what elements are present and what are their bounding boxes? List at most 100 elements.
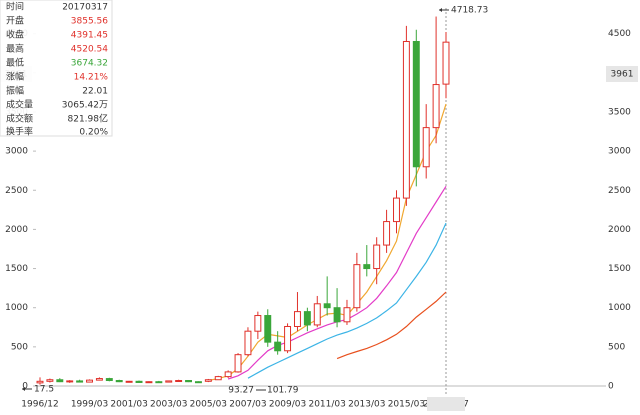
candle-body (214, 376, 222, 381)
x-tick-label: 1996/12 (21, 400, 58, 410)
tooltip-value: 3855.56 (71, 17, 108, 27)
x-tick-label: 2015/03 (388, 400, 425, 410)
y-tick-label-right: 2500 (608, 186, 631, 196)
cursor-label-right: 3961 (611, 70, 634, 80)
tooltip-value: 0.20% (79, 128, 108, 138)
candle-body (333, 307, 341, 323)
tooltip-value: 821.98亿 (68, 113, 109, 125)
candle-body (234, 354, 242, 373)
candle-body (46, 379, 54, 382)
tooltip-label: 收盘 (6, 29, 24, 41)
candle-body (244, 330, 252, 356)
y-tick-label-right: 4500 (608, 29, 631, 39)
y-tick-label: 2000 (5, 225, 28, 235)
candle-body (284, 325, 292, 352)
y-tick-label: 0 (22, 382, 28, 392)
candle-body (432, 84, 440, 129)
low-label: 101.79 (267, 386, 299, 396)
candle-body (353, 264, 361, 309)
tooltip-box (0, 0, 113, 137)
candle-body (204, 379, 212, 382)
candle-body (86, 379, 93, 383)
x-tick-label: 2001/03 (110, 400, 147, 410)
candle-body (323, 303, 331, 309)
candle-body (274, 341, 282, 352)
moving-average-line (336, 291, 447, 360)
candle-body (36, 380, 44, 384)
x-tick-label: 2007/03 (229, 400, 266, 410)
y-tick-label: 2500 (5, 186, 28, 196)
candle-body (412, 40, 420, 168)
candle-body (293, 311, 301, 327)
y-tick-label: 500 (11, 342, 28, 352)
candle-body (313, 303, 321, 326)
y-tick-label: 3000 (5, 147, 28, 157)
tooltip-label: 最高 (6, 43, 24, 55)
tooltip-label: 涨幅 (6, 71, 24, 83)
y-tick-label-right: 1500 (608, 264, 631, 274)
max-label: 4718.73 (451, 6, 488, 16)
candle-body (95, 378, 103, 381)
candle-body (105, 378, 113, 382)
tooltip-label: 成交量 (6, 99, 33, 111)
candle-body (56, 379, 64, 383)
x-tick-label: 2009/03 (269, 400, 306, 410)
y-tick-label-right: 500 (608, 342, 625, 352)
y-tick-label: 1000 (5, 303, 28, 313)
y-tick-label-right: 0 (608, 382, 614, 392)
candle-body (125, 380, 133, 383)
moving-average-line (227, 185, 447, 380)
x-tick-label: 2011/03 (308, 400, 345, 410)
candle-body (393, 197, 400, 223)
candle-body (442, 41, 450, 85)
candle-body (155, 381, 163, 384)
tooltip-label: 成交额 (6, 113, 33, 125)
candle-body (402, 40, 410, 199)
cursor-date-badge (427, 397, 465, 411)
candle-body (373, 244, 381, 270)
tooltip-value: 20170317 (62, 3, 108, 13)
y-tick-label-right: 2000 (608, 225, 631, 235)
cursor-badge-right (606, 66, 638, 82)
tooltip-label: 最低 (6, 57, 24, 69)
x-tick-label: 2013/03 (348, 400, 385, 410)
tooltip: 时间 20170317 开盘 3855.56 收盘 4391.45 最高 452… (0, 0, 113, 138)
candle-body (422, 127, 430, 168)
y-tick-label: 1500 (5, 264, 28, 274)
tooltip-value: 4520.54 (71, 45, 108, 55)
tooltip-value: 4391.45 (71, 31, 108, 41)
tooltip-label: 时间 (6, 1, 24, 13)
y-tick-label-right: 1000 (608, 303, 631, 313)
candle-body (303, 311, 311, 326)
candle-body (165, 380, 173, 383)
tooltip-label: 振幅 (6, 85, 24, 97)
x-tick-label: 1999/03 (71, 400, 108, 410)
candle-body (363, 264, 371, 270)
min-arrowhead (22, 387, 25, 391)
tooltip-value: 14.21% (74, 73, 109, 83)
tooltip-label: 开盘 (6, 15, 24, 27)
candle-body (185, 380, 193, 383)
y-tick-label-right: 3500 (608, 107, 631, 117)
candle-body (343, 307, 351, 323)
candle-body (115, 380, 123, 383)
candle-body (194, 381, 202, 384)
candle-body (383, 221, 391, 246)
x-tick-label: 2003/03 (150, 400, 187, 410)
candle-body (66, 380, 74, 383)
x-tick-label: 2005/03 (190, 400, 227, 410)
min-label: 17.5 (34, 385, 54, 395)
candle-body (145, 381, 153, 384)
tooltip-value: 3674.32 (71, 59, 108, 69)
tooltip-value: 22.01 (82, 87, 108, 97)
tooltip-label: 换手率 (6, 126, 33, 138)
moving-average-line (247, 222, 447, 379)
y-tick-label-right: 3000 (608, 147, 631, 157)
candle-body (254, 315, 262, 332)
candle-body (76, 380, 84, 383)
candle-body (224, 371, 232, 378)
candle-body (175, 380, 183, 383)
tooltip-value: 3065.42万 (62, 101, 108, 111)
candle-body (135, 380, 143, 383)
